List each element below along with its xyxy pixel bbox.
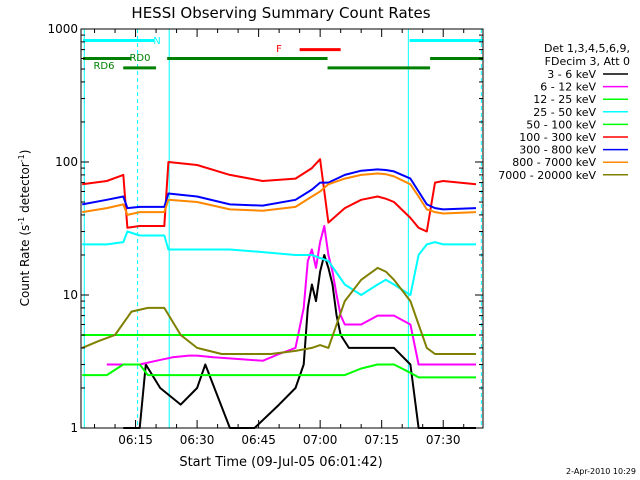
flag-label: F bbox=[276, 44, 282, 55]
series-line bbox=[82, 172, 477, 216]
y-axis-label-exp: -1 bbox=[17, 217, 26, 225]
x-tick-label: 06:30 bbox=[180, 433, 215, 447]
series-line bbox=[81, 266, 476, 355]
x-axis: 06:15 06:30 06:45 07:00 07:15 07:30 bbox=[94, 29, 465, 447]
legend-label: 3 - 6 keV bbox=[547, 68, 596, 81]
chart-title: HESSI Observing Summary Count Rates bbox=[131, 4, 430, 22]
x-axis-label: Start Time (09-Jul-05 06:01:42) bbox=[179, 455, 382, 470]
datestamp: 2-Apr-2010 10:29 bbox=[566, 467, 636, 476]
series-line bbox=[82, 363, 476, 379]
y-axis-label-part: detector bbox=[18, 162, 32, 217]
legend-label: 12 - 25 keV bbox=[533, 93, 596, 106]
x-tick-label: 06:15 bbox=[118, 433, 153, 447]
legend-label: 300 - 800 keV bbox=[519, 144, 596, 157]
y-axis: 1 10 100 1000 bbox=[47, 22, 483, 435]
legend-label: 25 - 50 keV bbox=[533, 106, 596, 119]
legend-label: 800 - 7000 keV bbox=[512, 156, 596, 169]
x-tick-label: 07:00 bbox=[303, 433, 338, 447]
legend-label: 6 - 12 keV bbox=[540, 81, 596, 94]
legend-label: 7000 - 20000 keV bbox=[498, 169, 596, 182]
x-tick-label: 07:30 bbox=[426, 433, 461, 447]
series-line bbox=[123, 254, 476, 429]
y-axis-label-exp: -1 bbox=[17, 154, 26, 162]
x-tick-label: 06:45 bbox=[241, 433, 276, 447]
series-line bbox=[82, 168, 477, 211]
legend-label: 100 - 300 keV bbox=[519, 131, 596, 144]
series-line bbox=[82, 230, 476, 296]
y-tick-label: 1000 bbox=[47, 22, 78, 36]
legend-header-line: Det 1,3,4,5,6,9, bbox=[544, 42, 630, 55]
plot-frame bbox=[80, 28, 484, 429]
y-tick-label: 10 bbox=[63, 288, 78, 302]
y-tick-label: 100 bbox=[55, 155, 78, 169]
flag-label: RD6 bbox=[93, 61, 114, 72]
legend: Det 1,3,4,5,6,9, FDecim 3, Att 0 3 - 6 k… bbox=[498, 42, 630, 182]
flag-label: N bbox=[153, 36, 160, 47]
legend-label: 50 - 100 keV bbox=[526, 118, 596, 131]
series-line bbox=[82, 158, 477, 233]
y-axis-label: Count Rate (s-1 detector-1) bbox=[17, 150, 32, 307]
series-line bbox=[106, 225, 476, 366]
legend-header-line: FDecim 3, Att 0 bbox=[545, 55, 630, 68]
y-tick-label: 1 bbox=[70, 421, 78, 435]
x-tick-label: 07:15 bbox=[364, 433, 399, 447]
flag-label: RD0 bbox=[129, 53, 150, 64]
y-axis-label-part: ) bbox=[18, 150, 32, 155]
y-axis-label-part: Count Rate (s bbox=[18, 225, 32, 307]
